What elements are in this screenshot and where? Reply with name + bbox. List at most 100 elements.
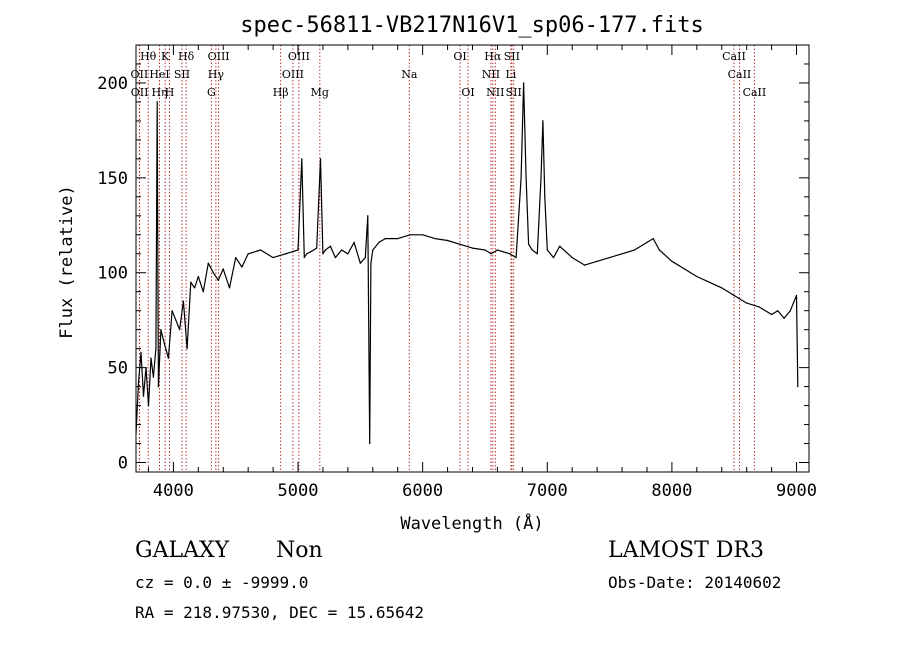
line-marker-label: Hδ bbox=[178, 50, 195, 63]
x-tick-label: 6000 bbox=[402, 481, 443, 501]
spectrum-point bbox=[160, 329, 162, 331]
spectrum-point bbox=[696, 275, 698, 278]
ra-dec: RA = 218.97530, DEC = 15.65642 bbox=[135, 603, 424, 622]
spectrum-point bbox=[306, 253, 308, 255]
line-marker-label: OIII bbox=[282, 68, 304, 81]
spectrum-point bbox=[797, 386, 799, 388]
spectrum-point bbox=[596, 260, 598, 262]
spectrum-point bbox=[341, 249, 343, 251]
spectrum-point bbox=[334, 256, 337, 259]
spectrum-point bbox=[422, 234, 424, 236]
y-tick-label: 50 bbox=[108, 359, 128, 379]
spectrum-point bbox=[197, 275, 199, 278]
x-tick-label: 4000 bbox=[153, 481, 194, 501]
redshift-text: cz = 0.0 ± -9999.0 bbox=[135, 573, 309, 592]
line-marker-label: SII bbox=[504, 50, 520, 63]
line-marker-label: CaII bbox=[722, 50, 746, 63]
spectrum-point bbox=[235, 256, 237, 259]
spectrum-point bbox=[633, 249, 636, 251]
spectrum-point bbox=[671, 260, 673, 262]
line-marker-label: OI bbox=[453, 50, 466, 63]
spectrum-point bbox=[733, 294, 735, 297]
line-marker-label: OII bbox=[131, 68, 149, 81]
line-marker-label: Li bbox=[505, 68, 516, 81]
spectrum-point bbox=[217, 279, 219, 281]
x-tick-label: 8000 bbox=[651, 481, 692, 501]
line-marker-label: Hη bbox=[151, 86, 167, 99]
spectrum-point bbox=[546, 249, 548, 251]
y-tick-label: 150 bbox=[97, 169, 128, 189]
spectrum-point bbox=[571, 256, 573, 259]
spectrum-point bbox=[140, 351, 142, 354]
spectrum-point bbox=[272, 256, 274, 259]
y-tick-label: 200 bbox=[97, 74, 128, 94]
spectrum-point bbox=[370, 262, 372, 264]
x-tick-label: 5000 bbox=[278, 481, 319, 501]
line-marker-label: CaII bbox=[728, 68, 752, 81]
spectrum-point bbox=[721, 287, 723, 289]
spectrum-point bbox=[409, 234, 411, 236]
spectrum-point bbox=[150, 357, 152, 359]
spectrum-point bbox=[182, 300, 184, 302]
spectrum-point bbox=[490, 253, 492, 255]
spectrum-point bbox=[509, 253, 511, 255]
spectrum-point bbox=[347, 253, 349, 255]
spectrum-point bbox=[207, 262, 209, 264]
spectrum-point bbox=[397, 237, 399, 240]
spectrum-point bbox=[284, 253, 287, 255]
spectrum-point bbox=[520, 177, 522, 179]
spectrum-point bbox=[364, 256, 366, 259]
line-marker-label: G bbox=[207, 86, 216, 99]
spectrum-point bbox=[179, 329, 181, 331]
spectrum-point bbox=[241, 266, 243, 268]
spectrum-point bbox=[459, 243, 461, 245]
line-marker-label: Hβ bbox=[273, 86, 289, 99]
line-marker-label: OI bbox=[461, 86, 474, 99]
chart-title: spec-56811-VB217N16V1_sp06-177.fits bbox=[240, 13, 704, 38]
spectrum-series bbox=[135, 82, 799, 445]
object-class: GALAXY bbox=[135, 538, 230, 563]
spectrum-point bbox=[540, 177, 542, 179]
spectrum-point bbox=[525, 177, 527, 179]
survey-name: LAMOST DR3 bbox=[608, 538, 764, 563]
line-markers bbox=[138, 45, 755, 472]
line-marker-label: H bbox=[165, 86, 175, 99]
spectrum-point bbox=[658, 249, 661, 251]
y-tick-label: 0 bbox=[118, 454, 128, 474]
spectrum-point bbox=[324, 249, 327, 251]
line-marker-label: SII bbox=[506, 86, 522, 99]
spectrum-point bbox=[322, 253, 324, 255]
spectrum-point bbox=[777, 310, 779, 312]
spectrum-point bbox=[503, 251, 505, 253]
line-marker-label: OII bbox=[131, 86, 149, 99]
line-marker-label: SII bbox=[174, 68, 190, 81]
x-tick-label: 7000 bbox=[527, 481, 568, 501]
y-axis: 0 50 100 150 200 bbox=[97, 63, 809, 474]
spectrum-point bbox=[164, 344, 166, 346]
spectrum-point bbox=[434, 237, 436, 240]
spectrum-point bbox=[175, 319, 177, 321]
spectrum-point bbox=[142, 395, 145, 397]
spectrum-point bbox=[202, 291, 204, 293]
spectrum-point bbox=[652, 237, 654, 240]
line-marker-label: HeI bbox=[149, 68, 169, 81]
spectrum-point bbox=[552, 256, 555, 259]
spectrum-point bbox=[646, 241, 648, 243]
spectrum-point bbox=[301, 158, 303, 160]
spectrum-point bbox=[384, 237, 386, 240]
spectrum-point bbox=[771, 313, 773, 316]
spectrum-point bbox=[190, 281, 192, 283]
x-tick-label: 9000 bbox=[776, 481, 817, 501]
spectrum-point bbox=[193, 287, 196, 289]
spectrum-point bbox=[621, 253, 623, 255]
spectrum-point bbox=[758, 306, 760, 308]
spectrum-point bbox=[522, 82, 525, 84]
spectrum-point bbox=[228, 287, 231, 289]
spectrum-point bbox=[783, 317, 785, 319]
spectrum-point bbox=[319, 158, 322, 160]
line-marker-label: Na bbox=[401, 68, 418, 81]
spectrum-point bbox=[789, 310, 791, 312]
spectrum-point bbox=[471, 247, 474, 249]
spectrum-point bbox=[542, 120, 544, 122]
